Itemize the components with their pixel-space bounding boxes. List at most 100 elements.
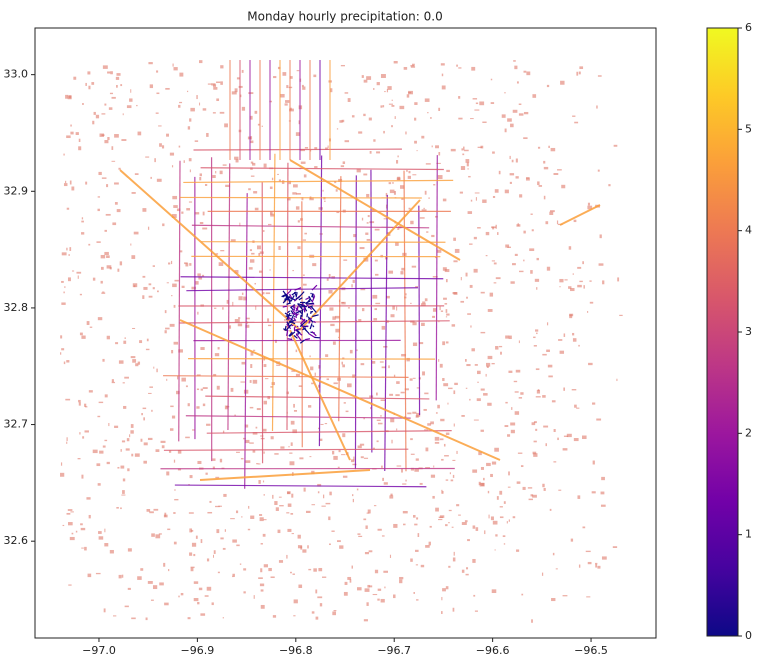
road-fragment: [502, 535, 506, 538]
road-fragment: [478, 451, 482, 456]
road-fragment: [543, 166, 549, 170]
road-fragment: [298, 120, 301, 125]
road-fragment: [337, 466, 340, 468]
road-fragment: [568, 246, 572, 250]
road-fragment: [166, 471, 170, 476]
road-fragment: [193, 553, 196, 557]
road-fragment: [459, 191, 463, 194]
road-fragment: [258, 252, 261, 256]
road-fragment: [292, 429, 297, 434]
road-fragment: [314, 166, 318, 169]
road-fragment: [206, 132, 209, 137]
road-fragment: [278, 245, 281, 250]
road-fragment: [140, 438, 143, 442]
road-fragment: [535, 368, 540, 371]
road-fragment: [143, 286, 148, 290]
road-fragment: [370, 407, 372, 410]
road-fragment: [279, 505, 284, 507]
road-fragment: [504, 189, 509, 194]
road-fragment: [84, 403, 87, 407]
road-fragment: [442, 588, 446, 592]
road-fragment: [357, 533, 361, 535]
road-fragment: [102, 65, 108, 69]
road-fragment: [263, 163, 267, 168]
road-fragment: [70, 511, 74, 513]
road-fragment: [282, 72, 287, 76]
road-fragment: [380, 598, 385, 603]
road-fragment: [197, 311, 199, 315]
road-fragment: [494, 447, 499, 452]
road-fragment: [465, 159, 470, 163]
road-fragment: [444, 269, 450, 273]
road-fragment: [433, 465, 435, 468]
road-fragment: [419, 217, 425, 219]
road-fragment: [258, 270, 263, 273]
road-fragment: [224, 529, 227, 532]
road-fragment: [121, 574, 124, 578]
road-fragment: [356, 168, 361, 173]
road: [178, 160, 181, 442]
road-fragment: [99, 133, 105, 137]
road-fragment: [290, 442, 293, 446]
road-fragment: [60, 472, 65, 477]
road-fragment: [96, 241, 101, 243]
road-fragment: [301, 84, 304, 87]
road-fragment: [259, 583, 265, 587]
road-fragment: [63, 361, 66, 365]
road-fragment: [180, 592, 184, 596]
road-fragment: [472, 525, 476, 529]
road-fragment: [490, 102, 495, 104]
road-fragment: [383, 218, 387, 220]
road-fragment: [92, 120, 95, 125]
road-fragment: [76, 271, 82, 274]
road-fragment: [300, 161, 306, 164]
road-fragment: [287, 503, 292, 507]
road-fragment: [461, 148, 464, 151]
road-fragment: [214, 307, 217, 309]
road-fragment: [297, 545, 303, 549]
road-fragment: [380, 105, 383, 108]
road-fragment: [168, 569, 170, 572]
road-fragment: [553, 173, 559, 175]
road-fragment: [234, 88, 238, 93]
road-fragment: [234, 156, 239, 160]
road-fragment: [352, 498, 355, 503]
road-fragment: [296, 306, 301, 308]
road-fragment: [258, 480, 261, 484]
road: [311, 295, 316, 303]
road-fragment: [258, 577, 263, 579]
road-fragment: [126, 105, 132, 109]
road-fragment: [424, 98, 430, 102]
road-fragment: [601, 476, 605, 481]
road-fragment: [543, 160, 546, 164]
road-fragment: [448, 565, 451, 568]
road-fragment: [270, 211, 273, 215]
road-fragment: [429, 525, 432, 528]
road-fragment: [202, 227, 208, 230]
road-fragment: [472, 469, 478, 473]
road-fragment: [410, 64, 415, 67]
road-fragment: [366, 602, 369, 606]
road-fragment: [480, 429, 484, 432]
road-fragment: [190, 567, 194, 572]
road-fragment: [230, 518, 235, 520]
road-fragment: [542, 483, 545, 488]
road-fragment: [517, 222, 519, 227]
y-tick-label: 33.0: [4, 68, 29, 81]
road-fragment: [452, 607, 455, 612]
road-fragment: [219, 111, 225, 114]
road: [298, 310, 303, 314]
road-fragment: [434, 441, 440, 444]
road-fragment: [460, 277, 462, 281]
road-fragment: [224, 123, 228, 128]
road-fragment: [317, 596, 323, 599]
road-fragment: [248, 505, 250, 509]
road-fragment: [404, 388, 409, 391]
road-fragment: [213, 87, 218, 90]
road-fragment: [172, 195, 178, 200]
road-fragment: [333, 455, 338, 460]
road-fragment: [130, 424, 134, 428]
road-fragment: [518, 113, 524, 116]
road-fragment: [134, 453, 140, 457]
road-fragment: [263, 494, 265, 496]
